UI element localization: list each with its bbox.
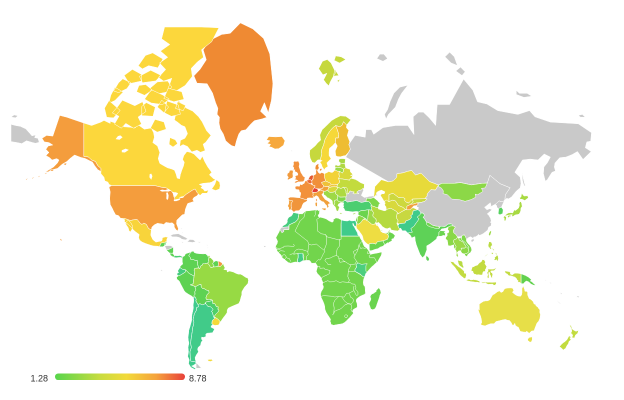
svg-text:1.28: 1.28 [30, 374, 48, 384]
svg-text:8.78: 8.78 [189, 374, 207, 384]
